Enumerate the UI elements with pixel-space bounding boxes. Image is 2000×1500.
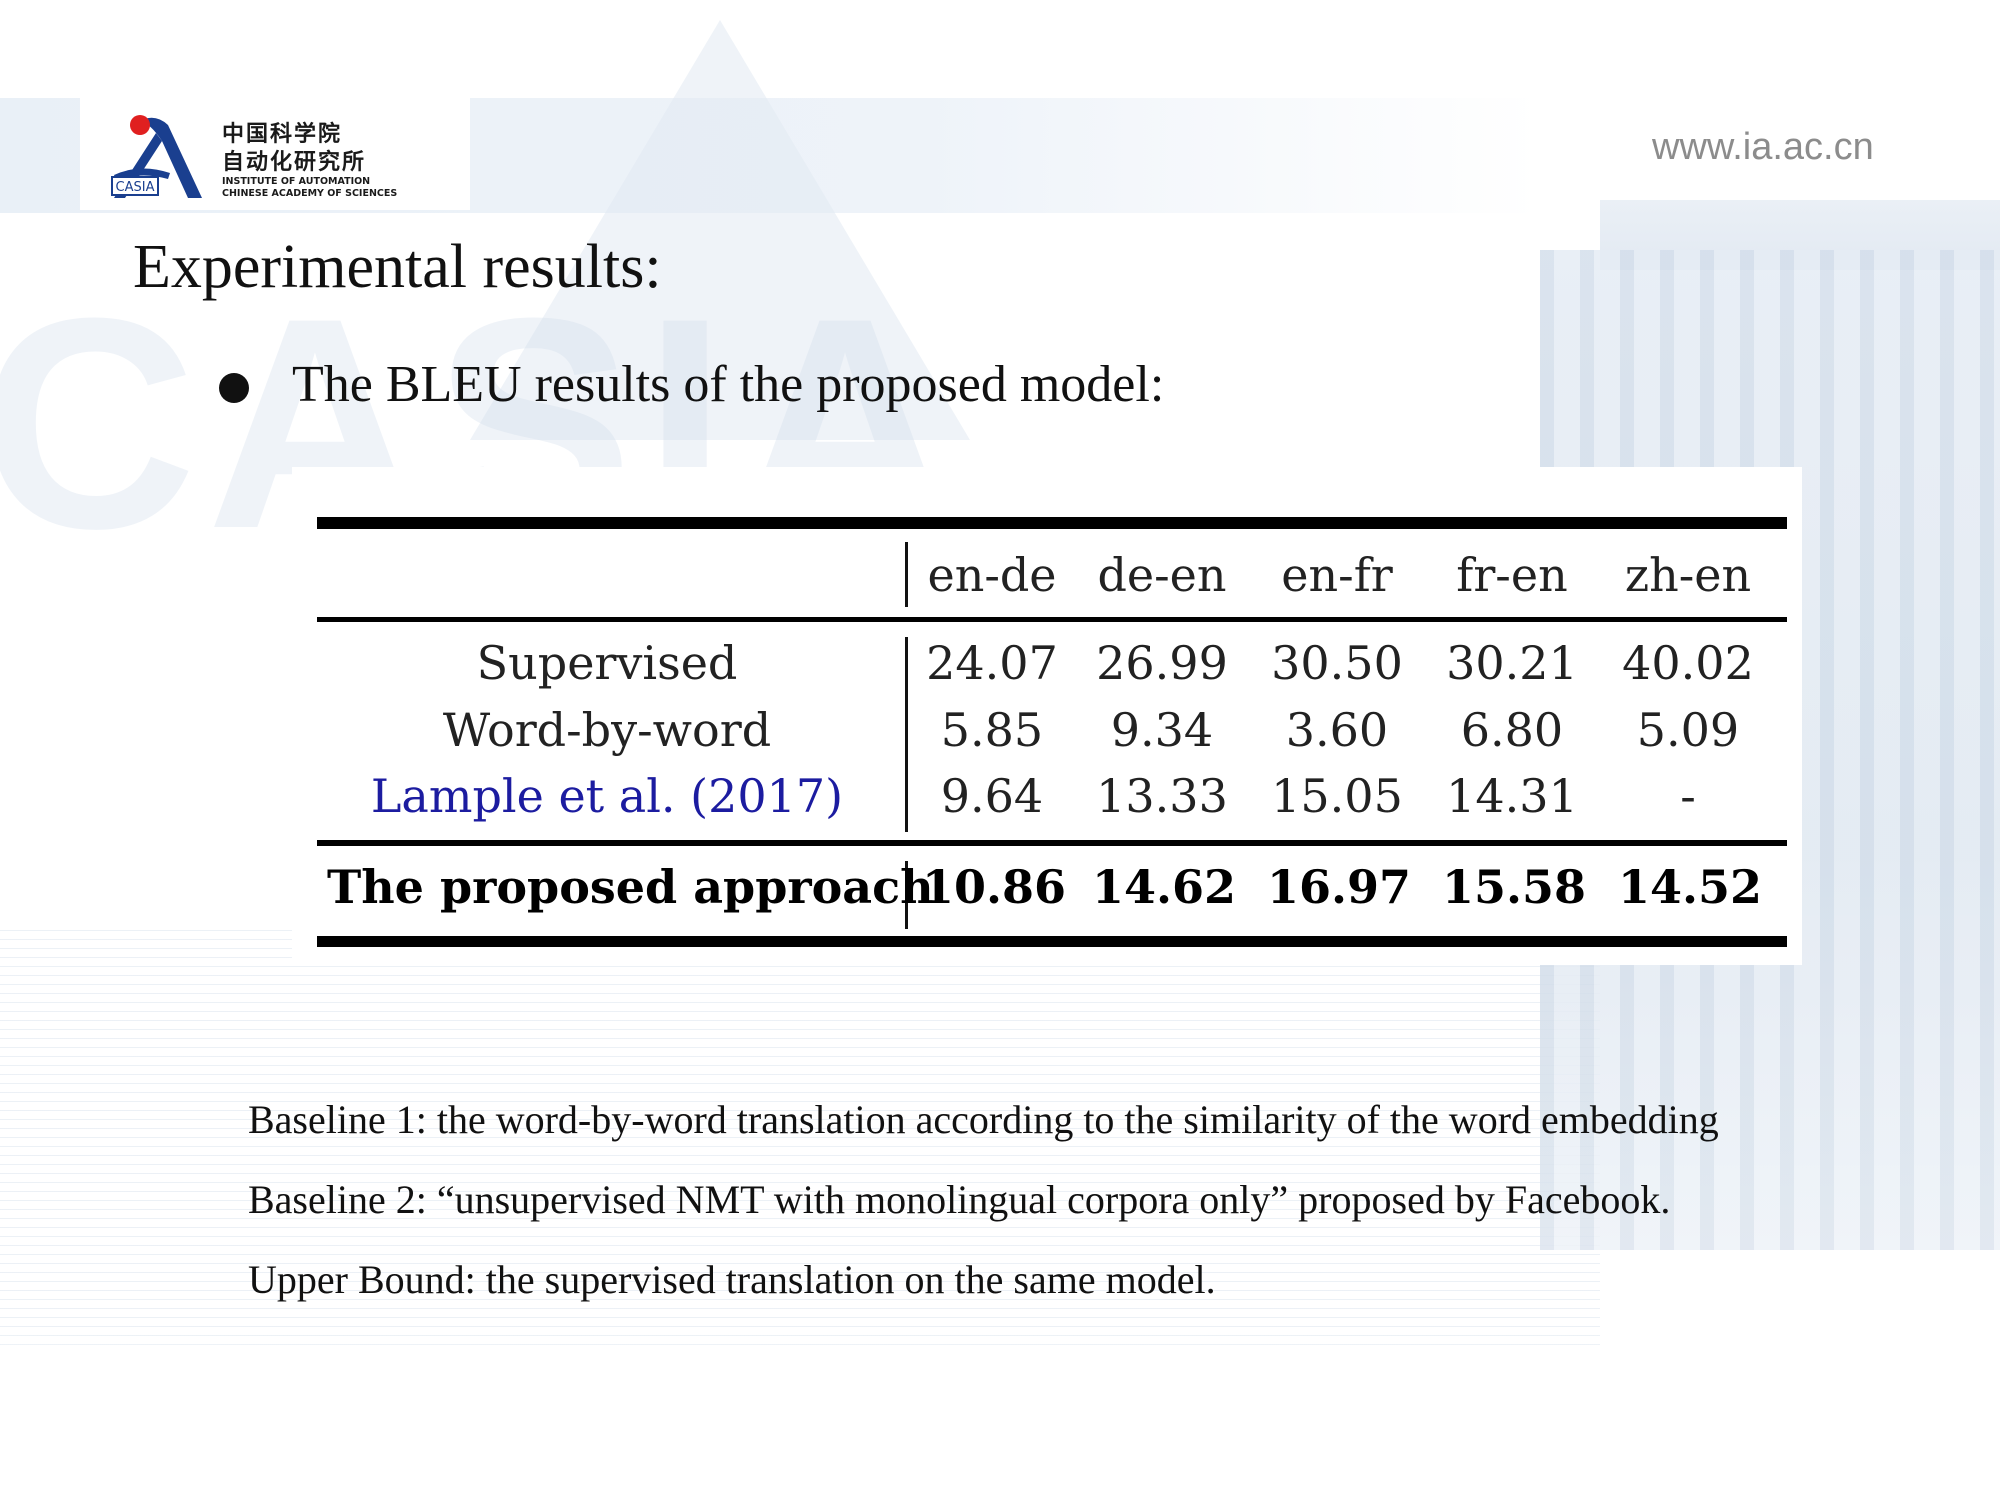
bottom-fade — [0, 1330, 2000, 1500]
logo-chinese-name-line1: 中国科学院 — [222, 122, 343, 147]
table-cell: 6.80 — [1460, 703, 1564, 757]
table-cell: 9.34 — [1110, 703, 1214, 757]
table-cell: - — [1680, 769, 1696, 823]
table-cell: 40.02 — [1622, 636, 1754, 690]
column-header-de-en: de-en — [1097, 548, 1227, 602]
table-header-rule — [317, 617, 1787, 622]
slide-title: Experimental results: — [133, 233, 662, 301]
note-baseline-1: Baseline 1: the word-by-word translation… — [248, 1097, 1719, 1142]
bullet-text: The BLEU results of the proposed model: — [292, 356, 1165, 413]
row-label-proposed-approach: The proposed approach — [327, 860, 934, 914]
column-header-zh-en: zh-en — [1624, 548, 1752, 602]
column-header-en-fr: en-fr — [1281, 548, 1393, 602]
table-cell: 10.86 — [922, 860, 1067, 914]
svg-text:CASIA: CASIA — [116, 180, 155, 195]
table-column-divider — [905, 542, 908, 607]
institute-logo: CASIA 中国科学院 自动化研究所 INSTITUTE OF AUTOMATI… — [80, 98, 470, 210]
table-bottom-rule — [317, 936, 1787, 947]
column-header-en-de: en-de — [927, 548, 1057, 602]
background-triangle-shape — [470, 20, 970, 440]
row-label-supervised: Supervised — [476, 636, 738, 690]
casia-logo-icon: CASIA — [111, 115, 202, 198]
website-url: www.ia.ac.cn — [1652, 126, 1874, 168]
table-cell: 15.58 — [1442, 860, 1587, 914]
table-cell: 14.52 — [1618, 860, 1763, 914]
bleu-results-table: en-de de-en en-fr fr-en zh-en Supervised… — [292, 467, 1802, 965]
table-cell: 5.85 — [940, 703, 1044, 757]
table-cell: 24.07 — [926, 636, 1058, 690]
table-cell: 15.05 — [1271, 769, 1403, 823]
column-header-fr-en: fr-en — [1456, 548, 1568, 602]
logo-english-name-line1: INSTITUTE OF AUTOMATION — [222, 176, 371, 187]
table-cell: 26.99 — [1096, 636, 1228, 690]
logo-chinese-name-line2: 自动化研究所 — [222, 150, 367, 175]
row-label-lample-citation-link[interactable]: Lample et al. (2017) — [370, 769, 844, 823]
table-cell: 30.21 — [1446, 636, 1578, 690]
logo-english-name-line2: CHINESE ACADEMY OF SCIENCES — [222, 188, 398, 199]
table-column-divider — [905, 637, 908, 832]
bullet-icon — [219, 373, 249, 403]
table-column-divider — [905, 861, 908, 929]
note-upper-bound: Upper Bound: the supervised translation … — [248, 1257, 1216, 1302]
table-cell: 9.64 — [940, 769, 1044, 823]
table-cell: 5.09 — [1636, 703, 1740, 757]
table-cell: 3.60 — [1285, 703, 1389, 757]
table-cell: 30.50 — [1271, 636, 1403, 690]
note-baseline-2: Baseline 2: “unsupervised NMT with monol… — [248, 1177, 1671, 1222]
table-cell: 14.31 — [1446, 769, 1578, 823]
table-cell: 13.33 — [1096, 769, 1228, 823]
row-label-word-by-word: Word-by-word — [442, 703, 772, 757]
table-mid-rule — [317, 840, 1787, 846]
table-cell: 14.62 — [1092, 860, 1237, 914]
background-circuit-lines — [0, 930, 1600, 1350]
table-top-rule — [317, 517, 1787, 529]
table-cell: 16.97 — [1267, 860, 1412, 914]
